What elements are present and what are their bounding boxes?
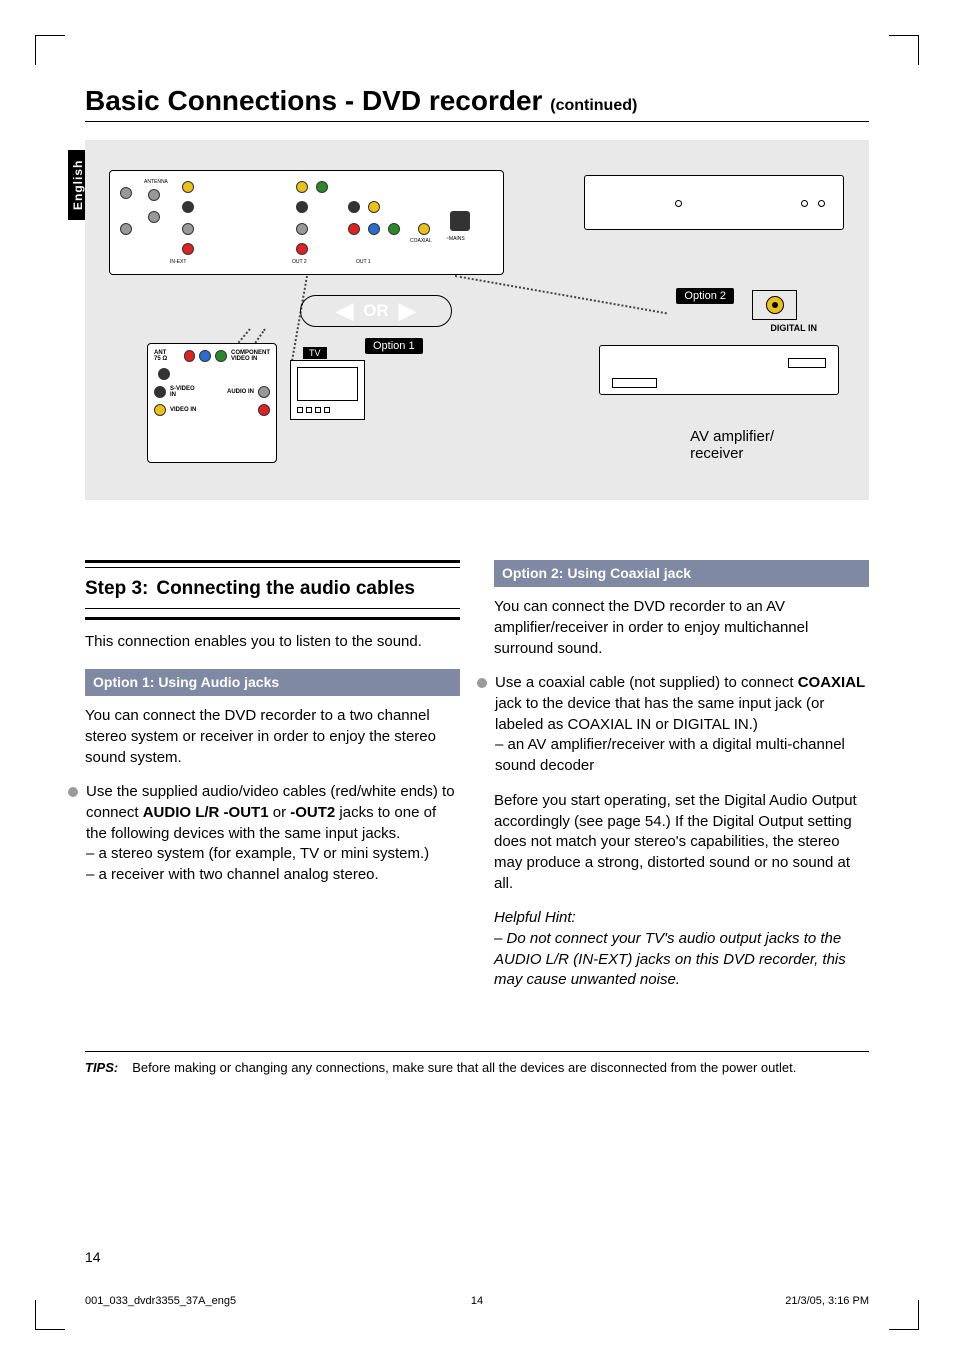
page: English Basic Connections - DVD recorder… xyxy=(0,0,954,1365)
option2-p2: Before you start operating, set the Digi… xyxy=(494,791,869,894)
amplifier-caption: AV amplifier/ receiver xyxy=(690,428,774,462)
amp-caption-2: receiver xyxy=(690,445,743,462)
crop-mark-br xyxy=(889,1300,919,1330)
opt1-bold2: -OUT2 xyxy=(290,804,335,821)
crop-mark-tl xyxy=(35,35,65,65)
amp-back-panel xyxy=(584,175,844,230)
arrow-right-icon: ▶ xyxy=(399,298,416,324)
tv-input-panel: ANT75 Ω COMPONENTVIDEO IN S-VIDEOIN AUDI… xyxy=(147,343,277,463)
option2-p1: You can connect the DVD recorder to an A… xyxy=(494,597,869,659)
step3-intro: This connection enables you to listen to… xyxy=(85,632,460,653)
title-continued: (continued) xyxy=(550,97,637,114)
footer: 001_033_dvdr3355_37A_eng5 14 21/3/05, 3:… xyxy=(85,1295,869,1307)
crop-mark-bl xyxy=(35,1300,65,1330)
footer-right: 21/3/05, 3:16 PM xyxy=(608,1295,869,1307)
arrow-left-icon: ◀ xyxy=(336,298,353,324)
tv-videoin-label: VIDEO IN xyxy=(170,407,196,413)
or-bubble: ◀ OR ▶ xyxy=(300,295,452,327)
body-columns: Step 3: Connecting the audio cables This… xyxy=(85,560,869,991)
tv-component-label: COMPONENTVIDEO IN xyxy=(231,350,270,362)
opt1-dash1: – a stereo system (for example, TV or mi… xyxy=(86,844,460,865)
option2-bar: Option 2: Using Coaxial jack xyxy=(494,560,869,587)
opt1-bold1: AUDIO L/R -OUT1 xyxy=(143,804,269,821)
opt2-bb: jack to the device that has the same inp… xyxy=(495,695,824,733)
or-text: OR xyxy=(363,301,389,321)
option1-bar: Option 1: Using Audio jacks xyxy=(85,669,460,696)
step-rule-bot2 xyxy=(85,617,460,620)
amplifier-device xyxy=(599,345,839,395)
footer-center: 14 xyxy=(346,1295,607,1307)
tips-text: Before making or changing any connection… xyxy=(132,1060,796,1075)
option2-bullet: Use a coaxial cable (not supplied) to co… xyxy=(477,673,869,776)
step-rule-top2 xyxy=(85,567,460,568)
tv-svideo-label: S-VIDEOIN xyxy=(170,386,195,398)
page-title: Basic Connections - DVD recorder (contin… xyxy=(85,85,869,117)
opt1-dash2: – a receiver with two channel analog ste… xyxy=(86,865,460,886)
content-area: Basic Connections - DVD recorder (contin… xyxy=(85,85,869,1075)
crop-mark-tr xyxy=(889,35,919,65)
connection-diagram: ANTENNA IN-EXT OUT 2 xyxy=(85,140,869,500)
option2-bullet-text: Use a coaxial cable (not supplied) to co… xyxy=(495,673,869,776)
step3-label: Step 3: xyxy=(85,576,148,602)
digital-in-jack xyxy=(752,290,797,320)
tips-row: TIPS: Before making or changing any conn… xyxy=(85,1051,869,1075)
opt2-bold: COAXIAL xyxy=(798,674,866,691)
hint-heading: Helpful Hint: xyxy=(494,908,869,929)
option2-label: Option 2 xyxy=(676,288,734,304)
bullet-icon xyxy=(477,678,487,688)
title-rule xyxy=(85,121,869,122)
opt2-dash1: – an AV amplifier/receiver with a digita… xyxy=(495,735,869,776)
tv-icon xyxy=(290,360,365,420)
digital-in-label: DIGITAL IN xyxy=(770,323,817,333)
opt2-ba: Use a coaxial cable (not supplied) to co… xyxy=(495,674,798,691)
tv-audio-label: AUDIO IN xyxy=(227,389,254,395)
right-column: Option 2: Using Coaxial jack You can con… xyxy=(494,560,869,991)
tv-ant-label: ANT75 Ω xyxy=(154,350,180,362)
step-rule-bot1 xyxy=(85,608,460,609)
option1-p1: You can connect the DVD recorder to a tw… xyxy=(85,706,460,768)
step-rule-top xyxy=(85,560,460,563)
option1-bullet: Use the supplied audio/video cables (red… xyxy=(68,782,460,885)
tv-label: TV xyxy=(303,347,327,359)
step3-title: Connecting the audio cables xyxy=(156,576,415,602)
hint-body: – Do not connect your TV's audio output … xyxy=(494,929,869,991)
line-option2 xyxy=(455,275,667,314)
left-column: Step 3: Connecting the audio cables This… xyxy=(85,560,460,991)
recorder-back-panel: ANTENNA IN-EXT OUT 2 xyxy=(109,170,504,275)
step3-heading: Step 3: Connecting the audio cables xyxy=(85,576,460,602)
option1-bullet-text: Use the supplied audio/video cables (red… xyxy=(86,782,460,885)
option1-label: Option 1 xyxy=(365,338,423,354)
footer-left: 001_033_dvdr3355_37A_eng5 xyxy=(85,1295,346,1307)
tips-label: TIPS: xyxy=(85,1060,118,1075)
page-number: 14 xyxy=(85,1249,101,1265)
opt1-bc: or xyxy=(269,804,291,821)
title-main: Basic Connections - DVD recorder xyxy=(85,85,542,116)
amp-caption-1: AV amplifier/ xyxy=(690,428,774,445)
bullet-icon xyxy=(68,787,78,797)
